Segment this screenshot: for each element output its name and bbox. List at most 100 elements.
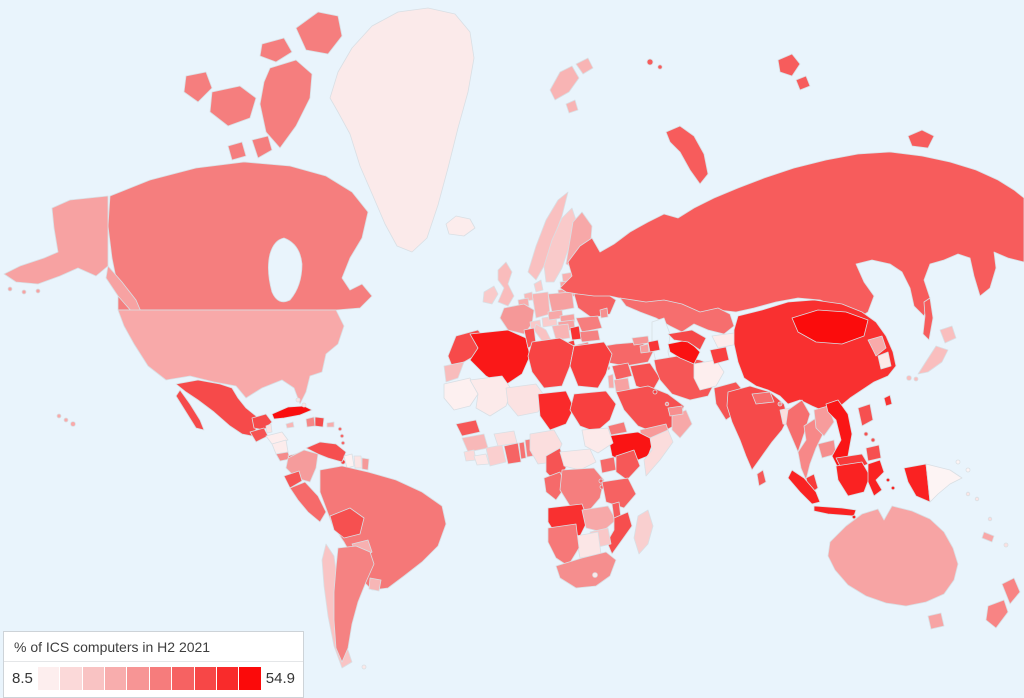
region-nepal[interactable] (751, 391, 775, 405)
region-cuba[interactable] (271, 405, 313, 420)
region-algeria[interactable] (469, 329, 531, 387)
region-eritrea[interactable] (607, 421, 628, 436)
region-solomon-islands[interactable] (965, 491, 971, 497)
region-philippines-visayas[interactable] (863, 431, 869, 437)
region-peru[interactable] (289, 481, 327, 523)
region-western-sahara[interactable] (443, 361, 465, 383)
region-greenland[interactable] (329, 7, 475, 253)
franz-josef-land[interactable] (646, 58, 654, 66)
region-papua-new-guinea[interactable] (925, 463, 963, 503)
region-sierra-leone[interactable] (463, 449, 477, 462)
region-taiwan[interactable] (883, 394, 893, 407)
region-uk[interactable] (497, 261, 515, 307)
region-falkland-islands[interactable] (361, 664, 367, 670)
sakhalin-island[interactable] (922, 297, 934, 341)
novaya-zemlya[interactable] (665, 125, 709, 185)
region-japan-hokkaido[interactable] (939, 325, 957, 344)
region-armenia[interactable] (639, 343, 650, 354)
region-dominican-republic[interactable] (314, 416, 325, 428)
region-mauritania[interactable] (443, 377, 479, 411)
region-french-guiana[interactable] (361, 457, 370, 471)
franz-josef-land[interactable] (657, 64, 663, 70)
hawaii-island[interactable] (56, 413, 62, 419)
region-argentina[interactable] (333, 545, 375, 663)
region-libya[interactable] (527, 337, 575, 389)
region-israel[interactable] (607, 373, 615, 389)
region-ireland[interactable] (482, 285, 499, 305)
region-south-sudan[interactable] (581, 427, 614, 454)
maluku-island[interactable] (890, 485, 896, 491)
region-ecuador[interactable] (283, 470, 303, 489)
region-oman[interactable] (671, 409, 693, 439)
region-moldova[interactable] (599, 307, 609, 319)
region-lesotho[interactable] (592, 572, 598, 578)
region-georgia[interactable] (631, 335, 650, 346)
region-azerbaijan[interactable] (647, 339, 661, 353)
region-uruguay[interactable] (368, 577, 382, 592)
aleutian-island[interactable] (35, 288, 41, 294)
region-iraq[interactable] (629, 362, 661, 393)
region-ghana[interactable] (503, 442, 522, 465)
png-island[interactable] (965, 467, 971, 473)
region-canada-arctic[interactable] (259, 11, 343, 63)
region-tanzania[interactable] (601, 477, 637, 509)
region-madagascar[interactable] (633, 509, 654, 555)
region-jamaica[interactable] (285, 421, 295, 429)
region-uzbekistan[interactable] (667, 329, 707, 351)
region-fiji[interactable] (1003, 542, 1009, 548)
maluku-island[interactable] (885, 477, 891, 483)
region-japan-kyushu[interactable] (906, 375, 912, 381)
region-new-caledonia[interactable] (981, 531, 995, 543)
region-ivory-coast[interactable] (485, 444, 507, 467)
region-senegal[interactable] (455, 419, 481, 437)
region-sudan[interactable] (569, 390, 617, 433)
region-togo[interactable] (518, 441, 527, 460)
new-siberian-islands[interactable] (907, 129, 935, 149)
region-lesser-antilles[interactable] (339, 433, 345, 439)
region-new-zealand-south[interactable] (985, 599, 1009, 629)
region-solomon-islands[interactable] (974, 496, 980, 502)
region-south-africa[interactable] (555, 551, 617, 589)
region-south-korea[interactable] (877, 351, 892, 370)
region-japan-honshu[interactable] (917, 345, 949, 375)
region-syria[interactable] (611, 362, 633, 381)
region-liberia[interactable] (473, 453, 490, 466)
region-philippines-luzon[interactable] (857, 403, 874, 427)
region-haiti[interactable] (305, 416, 316, 428)
region-russia[interactable] (559, 151, 1024, 321)
region-usa[interactable] (117, 309, 345, 405)
region-lesser-antilles[interactable] (340, 440, 346, 446)
region-balkans-west[interactable] (551, 323, 571, 341)
region-japan-shikoku[interactable] (913, 376, 919, 382)
aleutian-island[interactable] (21, 289, 27, 295)
region-north-korea[interactable] (867, 335, 887, 357)
region-mongolia[interactable] (791, 309, 869, 345)
region-norway[interactable] (527, 191, 569, 281)
region-india[interactable] (726, 385, 789, 471)
region-uganda[interactable] (599, 456, 617, 474)
region-belize[interactable] (265, 423, 273, 434)
region-chad[interactable] (537, 390, 575, 431)
region-romania[interactable] (575, 315, 603, 333)
lesser-sunda-island[interactable] (851, 514, 857, 520)
region-indonesia-papua[interactable] (903, 463, 931, 503)
png-island[interactable] (955, 459, 961, 465)
region-guyana[interactable] (343, 453, 355, 469)
hawaii-island[interactable] (70, 421, 76, 427)
region-denmark[interactable] (533, 279, 544, 293)
region-svalbard[interactable] (565, 57, 594, 114)
region-drc[interactable] (559, 467, 605, 513)
region-congo[interactable] (543, 471, 567, 501)
region-indonesia-sulawesi[interactable] (867, 459, 885, 497)
region-puerto-rico[interactable] (326, 421, 335, 428)
region-tasmania[interactable] (927, 612, 945, 630)
region-bahamas[interactable] (301, 402, 307, 408)
hawaii-island[interactable] (63, 417, 69, 423)
region-indonesia-kalimantan[interactable] (835, 461, 871, 497)
region-new-zealand-north[interactable] (1001, 577, 1021, 605)
region-uae[interactable] (667, 405, 684, 417)
region-kenya[interactable] (615, 449, 641, 481)
region-canada[interactable] (107, 161, 373, 311)
region-vanuatu[interactable] (987, 516, 993, 522)
region-bolivia[interactable] (329, 507, 365, 539)
